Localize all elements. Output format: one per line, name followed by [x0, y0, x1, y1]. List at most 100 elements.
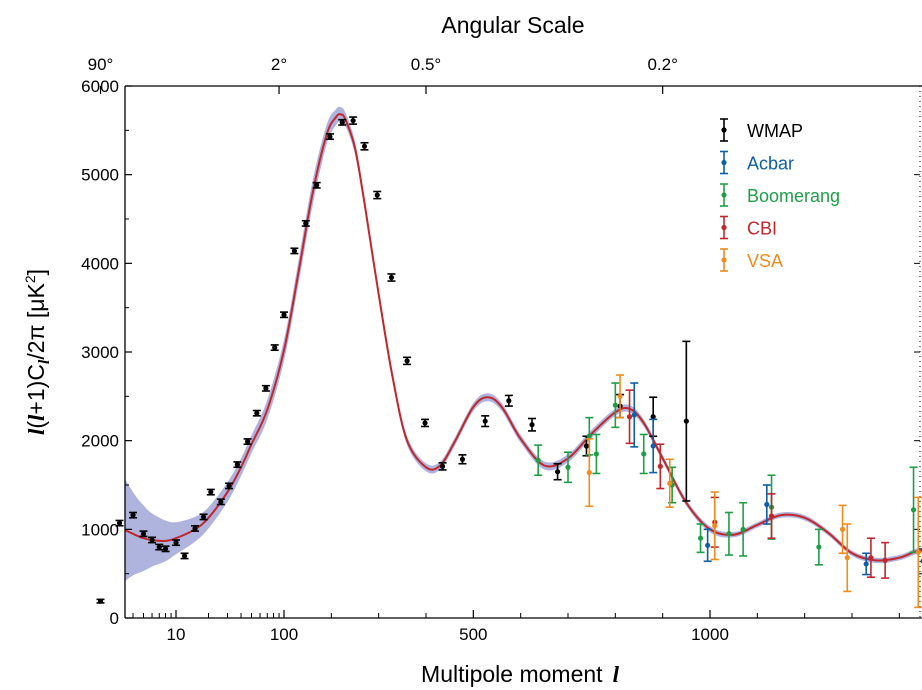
data-marker: [554, 469, 561, 475]
data-marker: [244, 438, 251, 445]
data-point: [373, 190, 382, 200]
data-point: [710, 491, 719, 561]
plot-area: 0100020003000400050006000101005001000150…: [81, 55, 922, 644]
data-point: [656, 443, 665, 490]
data-point: [862, 552, 871, 576]
data-point: [349, 116, 358, 125]
data-marker: [130, 512, 136, 518]
data-point: [280, 311, 288, 319]
y-axis-title: l(l+1)Cl/2π [μK2]: [22, 269, 53, 435]
y-axis-title-p2: +1)C: [23, 364, 49, 415]
data-point: [724, 511, 733, 556]
x-tick-label: 500: [459, 625, 487, 644]
data-marker: [740, 526, 746, 532]
y-axis-title-p4: ]: [23, 269, 49, 275]
series-acbar: [630, 382, 922, 576]
data-marker: [350, 117, 356, 124]
top-tick-label: 0.5°: [411, 55, 441, 74]
data-marker: [422, 420, 428, 426]
data-marker: [226, 483, 232, 489]
data-marker: [726, 531, 732, 537]
y-tick-label: 2000: [81, 432, 119, 451]
data-marker: [593, 451, 600, 457]
top-tick-label: 0.2°: [647, 55, 677, 74]
top-tick-label: 2°: [271, 55, 287, 74]
data-marker: [565, 464, 571, 470]
series-vsa: [585, 374, 922, 609]
top-tick-label: 90°: [88, 55, 114, 74]
data-marker: [683, 418, 689, 424]
data-point: [301, 219, 310, 227]
y-tick-label: 1000: [81, 520, 119, 539]
data-marker: [650, 414, 656, 420]
data-point: [630, 382, 639, 448]
data-marker: [263, 385, 269, 391]
data-marker: [844, 555, 850, 561]
data-marker: [910, 507, 917, 513]
data-marker: [181, 553, 188, 559]
legend-label: Boomerang: [747, 186, 840, 206]
data-marker: [768, 513, 775, 519]
data-point: [155, 543, 164, 551]
data-marker: [192, 525, 198, 532]
y-tick-label: 0: [110, 609, 119, 628]
data-point: [180, 552, 189, 560]
data-marker: [667, 480, 673, 486]
data-point: [534, 444, 543, 477]
data-marker: [439, 463, 446, 469]
data-marker: [529, 422, 535, 428]
data-marker: [650, 443, 656, 449]
top-axis-title: Angular Scale: [441, 12, 584, 38]
y-axis-title-l1: l: [24, 428, 49, 435]
series-wmap: [96, 116, 691, 604]
data-marker: [361, 143, 368, 149]
data-point: [403, 356, 412, 366]
data-marker: [140, 531, 147, 537]
y-axis-title-l3: l: [36, 359, 53, 364]
y-tick-label: 4000: [81, 254, 119, 273]
data-marker: [281, 312, 287, 318]
data-marker: [291, 248, 298, 254]
data-point: [233, 461, 242, 469]
legend-marker: [721, 257, 727, 263]
data-marker: [863, 561, 869, 567]
y-axis-title-l2: l: [24, 414, 49, 421]
data-marker: [116, 520, 123, 526]
data-point: [481, 415, 490, 428]
data-point: [564, 451, 572, 484]
data-point: [553, 462, 562, 481]
data-point: [866, 537, 875, 579]
series-boomerang: [534, 382, 918, 566]
legend: WMAP Acbar Boomerang CBI VSA: [720, 118, 840, 272]
data-marker: [626, 414, 633, 420]
model-curve: [125, 113, 922, 562]
data-point: [616, 374, 625, 419]
data-point: [216, 498, 225, 506]
data-marker: [705, 542, 711, 548]
data-point: [421, 418, 430, 428]
data-point: [129, 511, 138, 519]
data-point: [504, 394, 513, 407]
data-point: [767, 493, 776, 540]
data-marker: [816, 544, 822, 550]
data-marker: [156, 544, 162, 550]
data-point: [290, 247, 299, 255]
data-point: [665, 458, 674, 508]
data-point: [139, 530, 148, 538]
data-point: [838, 504, 847, 555]
data-marker: [612, 402, 618, 408]
uncertainty-band: [125, 106, 922, 581]
data-point: [191, 524, 200, 532]
data-point: [458, 454, 467, 465]
data-marker: [149, 537, 155, 543]
data-point: [592, 433, 601, 475]
legend-item-wmap: WMAP: [720, 118, 803, 142]
data-point: [739, 501, 748, 557]
y-axis-title-p1: (: [23, 421, 49, 429]
x-axis-title-text: Multipole moment: [421, 661, 603, 687]
y-tick-label: 5000: [81, 166, 119, 185]
legend-marker: [721, 159, 727, 166]
data-marker: [374, 192, 380, 198]
data-point: [387, 273, 396, 282]
legend-marker: [721, 192, 727, 198]
